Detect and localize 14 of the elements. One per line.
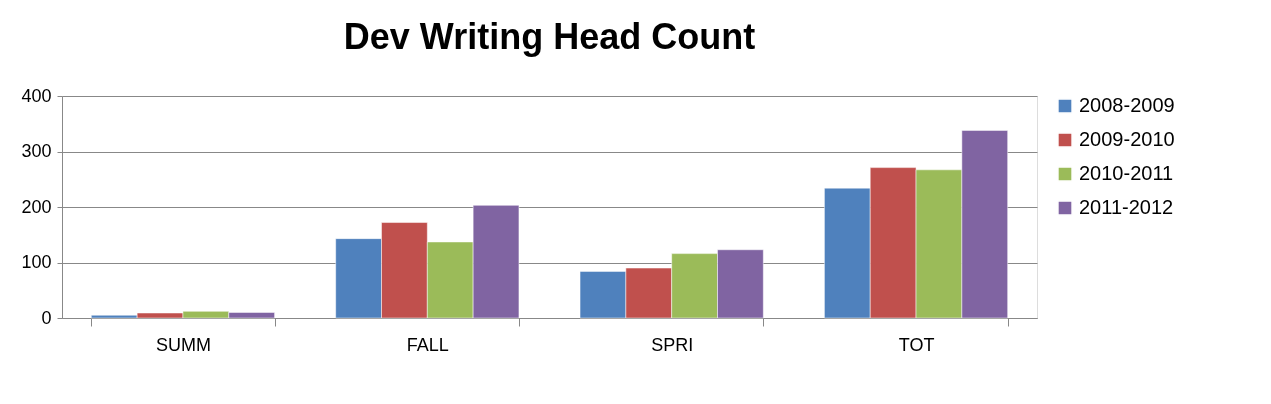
chart-title: Dev Writing Head Count <box>343 16 756 57</box>
y-tick-label: 300 <box>21 141 52 161</box>
x-tick-label: SPRI <box>651 334 694 355</box>
y-tick-label: 0 <box>41 307 52 328</box>
legend-label: 2008-2009 <box>1079 94 1175 116</box>
y-tick-label: 100 <box>21 252 52 272</box>
legend-label: 2011-2012 <box>1079 196 1174 218</box>
x-tick-label: SUMM <box>155 334 211 355</box>
legend-label: 2010-2011 <box>1079 162 1174 184</box>
y-tick-label: 200 <box>21 196 52 217</box>
y-tick-label: 400 <box>21 85 52 106</box>
legend-label: 2009-2010 <box>1079 128 1175 150</box>
x-tick-label: TOT <box>898 334 935 355</box>
x-tick-label: FALL <box>406 334 449 355</box>
